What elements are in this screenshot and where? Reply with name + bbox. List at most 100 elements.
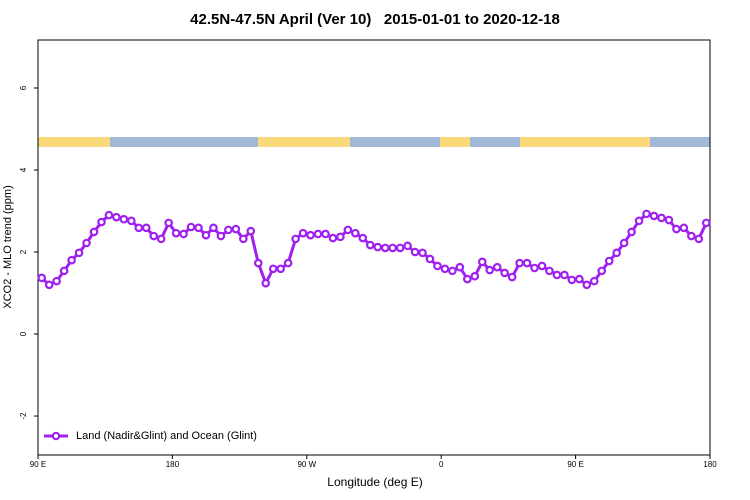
data-point bbox=[642, 209, 651, 219]
data-point bbox=[134, 223, 144, 233]
data-point bbox=[119, 214, 129, 224]
y-tick-label: 0 bbox=[19, 331, 28, 336]
data-point bbox=[104, 210, 114, 220]
data-point bbox=[298, 228, 308, 238]
data-point bbox=[664, 215, 674, 225]
land-band bbox=[520, 137, 650, 147]
data-point bbox=[37, 273, 47, 283]
y-tick-label: 2 bbox=[19, 249, 28, 254]
data-point bbox=[672, 224, 681, 234]
data-point bbox=[701, 218, 711, 228]
data-point bbox=[276, 264, 285, 274]
plot-frame bbox=[37, 39, 711, 456]
data-point bbox=[59, 266, 69, 276]
y-tick-label: 4 bbox=[19, 167, 28, 172]
data-point bbox=[485, 265, 495, 275]
data-point bbox=[694, 234, 704, 244]
data-point bbox=[224, 225, 233, 235]
data-point bbox=[604, 256, 614, 266]
data-point bbox=[380, 243, 390, 253]
data-point bbox=[328, 233, 338, 243]
data-point bbox=[649, 211, 659, 221]
data-point bbox=[589, 276, 599, 286]
data-point bbox=[365, 240, 375, 250]
data-point bbox=[463, 274, 472, 284]
data-point bbox=[448, 266, 457, 276]
data-point bbox=[492, 262, 502, 272]
land-band bbox=[38, 137, 110, 147]
chart-title: 42.5N-47.5N April (Ver 10) 2015-01-01 to… bbox=[190, 11, 560, 28]
data-point bbox=[433, 261, 442, 271]
data-point bbox=[209, 223, 218, 233]
data-point bbox=[261, 278, 271, 288]
data-point bbox=[545, 266, 554, 276]
data-point bbox=[67, 255, 76, 265]
data-point bbox=[410, 247, 420, 257]
data-point bbox=[127, 216, 136, 226]
land-band bbox=[258, 137, 350, 147]
data-point bbox=[575, 274, 584, 284]
data-point bbox=[52, 276, 61, 286]
data-point bbox=[156, 234, 166, 244]
data-point bbox=[216, 231, 226, 241]
data-point bbox=[89, 227, 99, 237]
data-point bbox=[515, 258, 524, 268]
data-point bbox=[336, 232, 345, 242]
land-ocean-band bbox=[38, 137, 710, 147]
data-point bbox=[149, 231, 159, 241]
x-tick-label: 180 bbox=[703, 460, 717, 469]
legend-marker bbox=[51, 431, 61, 441]
data-point bbox=[403, 241, 412, 251]
data-point bbox=[291, 234, 300, 244]
data-point bbox=[597, 266, 607, 276]
data-point bbox=[164, 218, 173, 228]
data-point bbox=[657, 213, 666, 223]
x-axis-label: Longitude (deg E) bbox=[327, 475, 422, 489]
data-point bbox=[373, 242, 383, 252]
data-point bbox=[171, 228, 181, 238]
data-point bbox=[530, 263, 539, 273]
x-tick-label: 90 W bbox=[297, 460, 316, 469]
data-point bbox=[231, 224, 241, 234]
data-point bbox=[507, 272, 517, 282]
data-point bbox=[619, 238, 629, 248]
data-point bbox=[425, 254, 435, 264]
data-point bbox=[82, 238, 91, 248]
data-point bbox=[44, 280, 54, 290]
data-point bbox=[358, 233, 368, 243]
x-tick-label: 90 E bbox=[567, 460, 583, 469]
data-point bbox=[395, 243, 405, 253]
x-tick-label: 180 bbox=[166, 460, 180, 469]
data-point bbox=[268, 264, 278, 274]
data-point bbox=[634, 216, 644, 226]
data-point bbox=[313, 229, 323, 239]
data-point bbox=[112, 212, 121, 222]
data-point bbox=[343, 225, 353, 235]
data-point bbox=[679, 223, 689, 233]
data-point bbox=[253, 258, 263, 268]
data-point bbox=[627, 227, 636, 237]
land-band bbox=[440, 137, 470, 147]
data-point bbox=[567, 275, 577, 285]
data-point bbox=[97, 217, 106, 227]
data-point bbox=[560, 270, 569, 280]
data-point bbox=[522, 258, 532, 268]
data-point bbox=[239, 234, 248, 244]
data-point bbox=[687, 231, 696, 241]
data-point bbox=[455, 262, 465, 272]
data-point bbox=[470, 271, 480, 281]
data-point bbox=[552, 270, 562, 280]
data-point bbox=[612, 248, 621, 258]
ocean-band bbox=[38, 137, 710, 147]
data-point bbox=[179, 229, 188, 239]
data-point bbox=[194, 223, 203, 233]
x-tick-label: 0 bbox=[439, 460, 444, 469]
data-point bbox=[283, 258, 293, 268]
data-point bbox=[500, 268, 509, 278]
data-point bbox=[418, 248, 427, 258]
data-point bbox=[351, 228, 360, 238]
data-point bbox=[388, 243, 397, 253]
data-point bbox=[477, 257, 487, 267]
x-tick-label: 90 E bbox=[30, 460, 46, 469]
y-tick-label: 6 bbox=[19, 85, 28, 90]
